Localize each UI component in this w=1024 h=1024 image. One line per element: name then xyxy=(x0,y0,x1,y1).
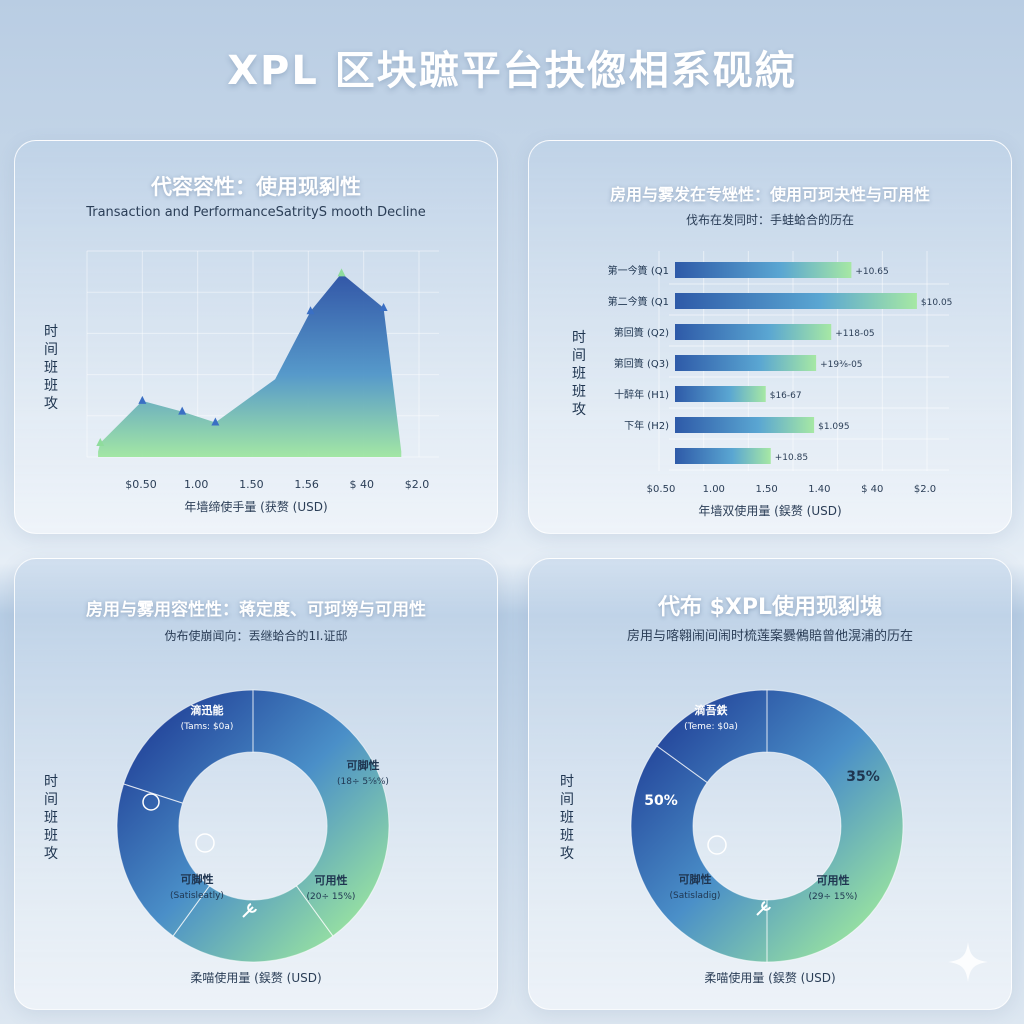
bar xyxy=(675,355,817,371)
segment-label: 可脚性 xyxy=(181,872,214,886)
donut-segment xyxy=(766,689,904,963)
x-tick-label: $0.50 xyxy=(647,484,676,495)
area-chart-panel: 代容容性：使用现剢性 Transaction and PerformanceSa… xyxy=(14,140,498,534)
area-series xyxy=(98,273,402,457)
area-chart-subtitle: Transaction and PerformanceSatrityS moot… xyxy=(86,205,426,220)
bar-chart-panel: 房用与雾发在专矬性：使用可珂夬性与可用性 伐布在发同时：手蛙蛤合的历在 时间班班… xyxy=(528,140,1012,534)
bar xyxy=(675,324,832,340)
donut-2-xlabel: 柔喵使用量 (鋘赘 (USD) xyxy=(704,971,836,985)
donut-2-svg: 滴吾鉄 (Teme: $0a) 50% 35% 可用性 (29÷ 15%) 可脚性 (Sati… xyxy=(630,689,904,963)
x-tick-label: 1.50 xyxy=(755,484,777,495)
donut-segment xyxy=(172,885,334,963)
donut-chart-1-panel: 房用与雾用容性性：蒋定度、可珂塝与可用性 伪布使崩闻向：丟继蛤合的1I.证邸 时… xyxy=(14,558,498,1010)
area-chart-ylabel: 时间班班攻 xyxy=(44,324,58,412)
donut-1-title: 房用与雾用容性性：蒋定度、可珂塝与可用性 xyxy=(86,600,426,620)
bar-category-label: 下年 (H2) xyxy=(624,419,669,432)
segment-value-label: 35% xyxy=(846,769,880,785)
donut-2-title: 代布 $XPL使用现剢塊 xyxy=(657,595,883,620)
x-tick-label: $0.50 xyxy=(125,478,157,491)
donut-2-ylabel: 时间班班攻 xyxy=(560,774,574,862)
donut-1-subtitle: 伪布使崩闻向：丟继蛤合的1I.证邸 xyxy=(164,629,348,643)
donut-segment xyxy=(630,745,768,963)
x-tick-label: $ 40 xyxy=(861,484,883,495)
bar-value-label: +10.65 xyxy=(855,267,888,277)
area-chart-svg: $0.50 1.00 1.50 1.56 $ 40 $2.0 xyxy=(86,250,439,491)
segment-value-label: 50% xyxy=(644,793,678,809)
donut-segment xyxy=(252,689,390,937)
bar-category-label: 十醉年 (H1) xyxy=(614,388,669,401)
bar-chart-ylabel: 时间班班攻 xyxy=(572,330,586,418)
segment-label: 滴迅能 xyxy=(191,703,224,717)
data-point-marker xyxy=(178,406,187,415)
bar-value-label: $10.05 xyxy=(921,298,953,308)
sparkle-icon xyxy=(948,942,988,982)
bar-category-label: 第二今簣 (Q1 xyxy=(608,295,669,308)
bar-chart-title: 房用与雾发在专矬性：使用可珂夬性与可用性 xyxy=(609,185,930,204)
bar-category-label: 第回簣 (Q3) xyxy=(614,357,669,370)
segment-sublabel: (Teme: $0a) xyxy=(684,722,738,732)
donut-1-ylabel: 时间班班攻 xyxy=(44,774,58,862)
data-point-marker xyxy=(337,268,346,277)
donut-segment xyxy=(116,783,211,937)
area-chart-title: 代容容性：使用现剢性 xyxy=(151,175,361,199)
x-tick-label: $ 40 xyxy=(350,478,375,491)
segment-label: 可脚性 xyxy=(347,758,380,772)
x-tick-label: 1.56 xyxy=(294,478,319,491)
x-tick-label: 1.00 xyxy=(184,478,209,491)
wrench-icon xyxy=(242,903,257,918)
segment-sublabel: (Satisleatly) xyxy=(170,891,224,901)
bar-chart-subtitle: 伐布在发同时：手蛙蛤合的历在 xyxy=(685,213,854,227)
segment-sublabel: (Tams: $0a) xyxy=(181,722,234,732)
data-point-marker xyxy=(379,302,388,311)
bar-value-label: +10.85 xyxy=(775,453,808,463)
x-tick-label: $2.0 xyxy=(405,478,430,491)
x-tick-label: $2.0 xyxy=(914,484,936,495)
bar xyxy=(675,262,852,278)
x-tick-label: 1.00 xyxy=(703,484,725,495)
segment-label: 可用性 xyxy=(315,873,348,887)
bar-chart-xlabel: 年墙双使用量 (鋘赘 (USD) xyxy=(698,504,842,518)
donut-1-xlabel: 柔喵使用量 (鋘赘 (USD) xyxy=(190,971,322,985)
segment-sublabel: (20÷ 15%) xyxy=(307,892,356,902)
data-point-marker xyxy=(96,437,105,446)
donut-2-subtitle: 房用与喀翱闹间闹时梳莲案爨鵂賠曾他滉浦的历在 xyxy=(626,629,913,644)
bar-value-label: $1.095 xyxy=(818,422,850,432)
segment-label: 可用性 xyxy=(817,873,850,887)
donut-chart-2-panel: 代布 $XPL使用现剢塊 房用与喀翱闹间闹时梳莲案爨鵂賠曾他滉浦的历在 时间班班… xyxy=(528,558,1012,1010)
bar xyxy=(675,448,771,464)
bar-chart-svg: 第一今簣 (Q1 +10.65 第二今簣 (Q1 $10.05 第回簣 (Q2) +118… xyxy=(608,251,953,495)
clock-icon xyxy=(707,835,727,855)
segment-label: 可脚性 xyxy=(679,872,712,886)
bar xyxy=(675,293,917,309)
smile-icon xyxy=(142,793,160,811)
segment-sublabel: (18÷ 5⅝%) xyxy=(337,777,389,787)
data-point-marker xyxy=(211,417,220,426)
segment-sublabel: (29÷ 15%) xyxy=(809,892,858,902)
x-tick-label: 1.40 xyxy=(808,484,830,495)
donut-segment xyxy=(123,689,254,804)
data-point-marker xyxy=(306,306,315,315)
bar-value-label: +118-05 xyxy=(835,329,874,339)
bar-value-label: $16-67 xyxy=(770,391,802,401)
data-point-marker xyxy=(138,395,147,404)
clock-icon xyxy=(195,833,215,853)
page-title: XPL 区块蹠平台抉偬相系砚綂 xyxy=(227,48,797,94)
bar-category-label: 第一今簣 (Q1 xyxy=(608,264,669,277)
donut-segment xyxy=(656,689,768,784)
donut-1-svg: 滴迅能 (Tams: $0a) 可脚性 (18÷ 5⅝%) 可用性 (20÷ 15%) 可脚… xyxy=(116,689,390,963)
bar xyxy=(675,417,815,433)
bar-value-label: +19⅜-05 xyxy=(820,360,862,370)
wrench-icon xyxy=(756,901,771,916)
segment-sublabel: (Satisladig) xyxy=(670,891,721,901)
segment-label: 滴吾鉄 xyxy=(695,703,729,717)
bar xyxy=(675,386,766,402)
bar-category-label: 第回簣 (Q2) xyxy=(614,326,669,339)
x-tick-label: 1.50 xyxy=(239,478,264,491)
area-chart-xlabel: 年墙缔使手量 (获赘 (USD) xyxy=(184,500,328,514)
